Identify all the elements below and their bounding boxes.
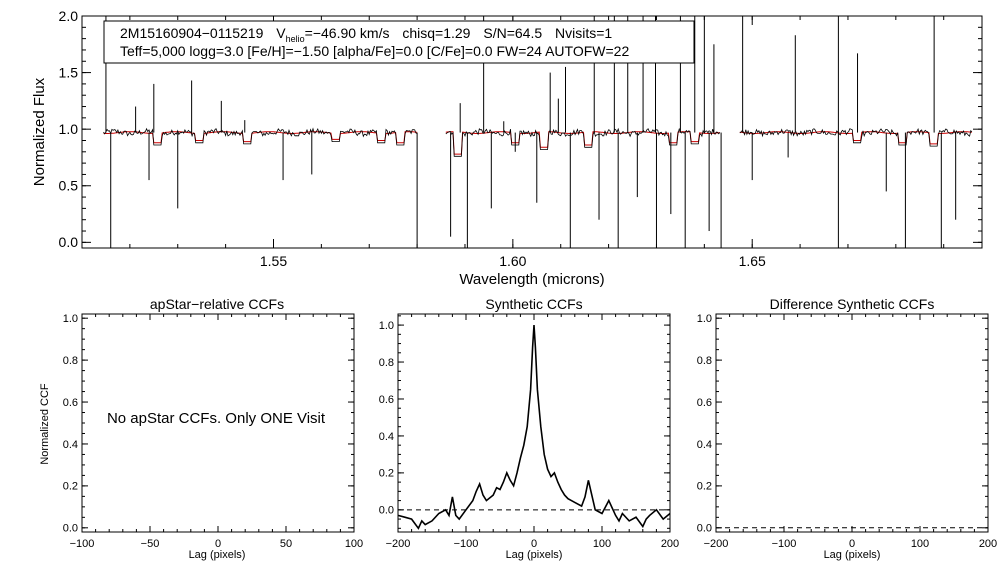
- y-tick-label: 0.8: [379, 357, 394, 369]
- synthetic-ccf-panel: −200 −100 0 100 200 0.0 0.2 0.4 0.6 0.8 1.0 Synthe…: [379, 296, 679, 561]
- y-tick-label: 0.0: [63, 523, 78, 535]
- x-tick-label: −100: [70, 538, 95, 550]
- spectrum-info-line2: Teff=5,000 logg=3.0 [Fe/H]=−1.50 [alpha/…: [120, 43, 629, 59]
- x-tick-label: −100: [454, 538, 479, 550]
- ccf-y-axis-label: Normalized CCF: [39, 383, 51, 465]
- observed-spectrum-line: [103, 127, 418, 146]
- spectrum-axes-frame: [81, 15, 983, 249]
- apstar-ccf-x-axis-label: Lag (pixels): [189, 549, 246, 561]
- spectrum-info-line1: 2M15160904−0115219 Vhelio=−46.90 km/s ch…: [120, 25, 612, 44]
- y-tick-label: 0.8: [697, 355, 712, 367]
- model-spectrum-line: [103, 131, 418, 144]
- x-tick-label: −100: [772, 538, 797, 550]
- x-tick-label: −200: [704, 538, 729, 550]
- observed-spectrum-line: [739, 127, 973, 147]
- y-tick-label: 0.0: [697, 523, 712, 535]
- y-tick-label: 1.0: [697, 313, 712, 325]
- spectrum-panel: 1.55 1.60 1.65 0.0 0.5 1.0 1.5 2.0 2M15160904−0…: [31, 8, 983, 288]
- synthetic-ccf-line: [397, 325, 671, 530]
- y-tick-label: 1.0: [379, 320, 394, 332]
- no-ccf-message: No apStar CCFs. Only ONE Visit: [107, 410, 326, 427]
- apstar-ccf-title: apStar−relative CCFs: [150, 296, 284, 312]
- difference-ccf-title: Difference Synthetic CCFs: [770, 296, 935, 312]
- y-tick-label: 0.2: [697, 481, 712, 493]
- apstar-ccf-ticks: −100 −50 0 50 100 0.0 0.2 0.4 0.6 0.8 1.0: [63, 313, 363, 550]
- x-tick-label: 100: [593, 538, 611, 550]
- x-tick-label: 100: [911, 538, 929, 550]
- spectrum-ticks: 1.55 1.60 1.65 0.0 0.5 1.0 1.5 2.0: [59, 8, 982, 269]
- x-tick-label: −200: [386, 538, 411, 550]
- x-tick-label: 1.55: [260, 253, 287, 269]
- sn-value: S/N=64.5: [483, 25, 542, 41]
- x-tick-label: 200: [979, 538, 997, 550]
- y-tick-label: 0.8: [63, 355, 78, 367]
- y-tick-label: 0.6: [63, 397, 78, 409]
- x-tick-label: 1.60: [499, 253, 526, 269]
- synthetic-ccf-ticks: −200 −100 0 100 200 0.0 0.2 0.4 0.6 0.8 1.0: [379, 314, 679, 550]
- difference-ccf-panel: −200 −100 0 100 200 0.0 0.2 0.4 0.6 0.8 1.0 Differ…: [697, 296, 997, 561]
- x-tick-label: 1.65: [739, 253, 766, 269]
- y-tick-label: 0.6: [379, 394, 394, 406]
- y-tick-label: 0.0: [59, 234, 79, 250]
- synthetic-ccf-data: [397, 325, 671, 530]
- model-spectrum-line: [445, 131, 720, 155]
- difference-ccf-x-axis-label: Lag (pixels): [824, 549, 881, 561]
- x-tick-label: 50: [280, 538, 292, 550]
- y-tick-label: 0.4: [63, 439, 78, 451]
- model-spectrum-line: [739, 131, 972, 145]
- y-tick-label: 0.2: [379, 468, 394, 480]
- difference-ccf-ticks: −200 −100 0 100 200 0.0 0.2 0.4 0.6 0.8 1.0: [697, 313, 997, 550]
- synthetic-ccf-axes-frame: [397, 313, 671, 533]
- y-tick-label: 0.6: [697, 397, 712, 409]
- apstar-ccf-panel: −100 −50 0 50 100 0.0 0.2 0.4 0.6 0.8 1.0 apStar−r…: [39, 296, 363, 561]
- y-tick-label: 0.0: [379, 505, 394, 517]
- x-tick-label: 200: [661, 538, 679, 550]
- vhelio-value: =−46.90 km/s: [305, 25, 390, 41]
- vhelio-subscript: helio: [286, 34, 305, 44]
- x-tick-label: −50: [141, 538, 160, 550]
- synthetic-ccf-x-axis-label: Lag (pixels): [506, 549, 563, 561]
- spectrum-x-axis-label: Wavelength (microns): [459, 271, 604, 288]
- synthetic-ccf-title: Synthetic CCFs: [485, 296, 582, 312]
- y-tick-label: 0.4: [697, 439, 712, 451]
- y-tick-label: 0.5: [59, 178, 79, 194]
- vhelio-label: V: [276, 25, 286, 41]
- nvisits-value: Nvisits=1: [555, 25, 612, 41]
- y-tick-label: 1.5: [59, 64, 79, 80]
- difference-ccf-axes-frame: [715, 313, 989, 533]
- chisq-value: chisq=1.29: [402, 25, 470, 41]
- y-tick-label: 1.0: [63, 313, 78, 325]
- x-tick-label: 100: [345, 538, 363, 550]
- spectrum-info-box: [103, 20, 695, 64]
- y-tick-label: 2.0: [59, 8, 79, 24]
- y-tick-label: 0.2: [63, 481, 78, 493]
- observed-spectrum-line: [445, 127, 721, 157]
- x-tick-label: 0: [849, 538, 855, 550]
- y-tick-label: 1.0: [59, 121, 79, 137]
- star-id: 2M15160904−0115219: [120, 25, 264, 41]
- y-tick-label: 0.4: [379, 431, 394, 443]
- spectrum-y-axis-label: Normalized Flux: [31, 77, 48, 186]
- x-tick-label: 0: [531, 538, 537, 550]
- x-tick-label: 0: [215, 538, 221, 550]
